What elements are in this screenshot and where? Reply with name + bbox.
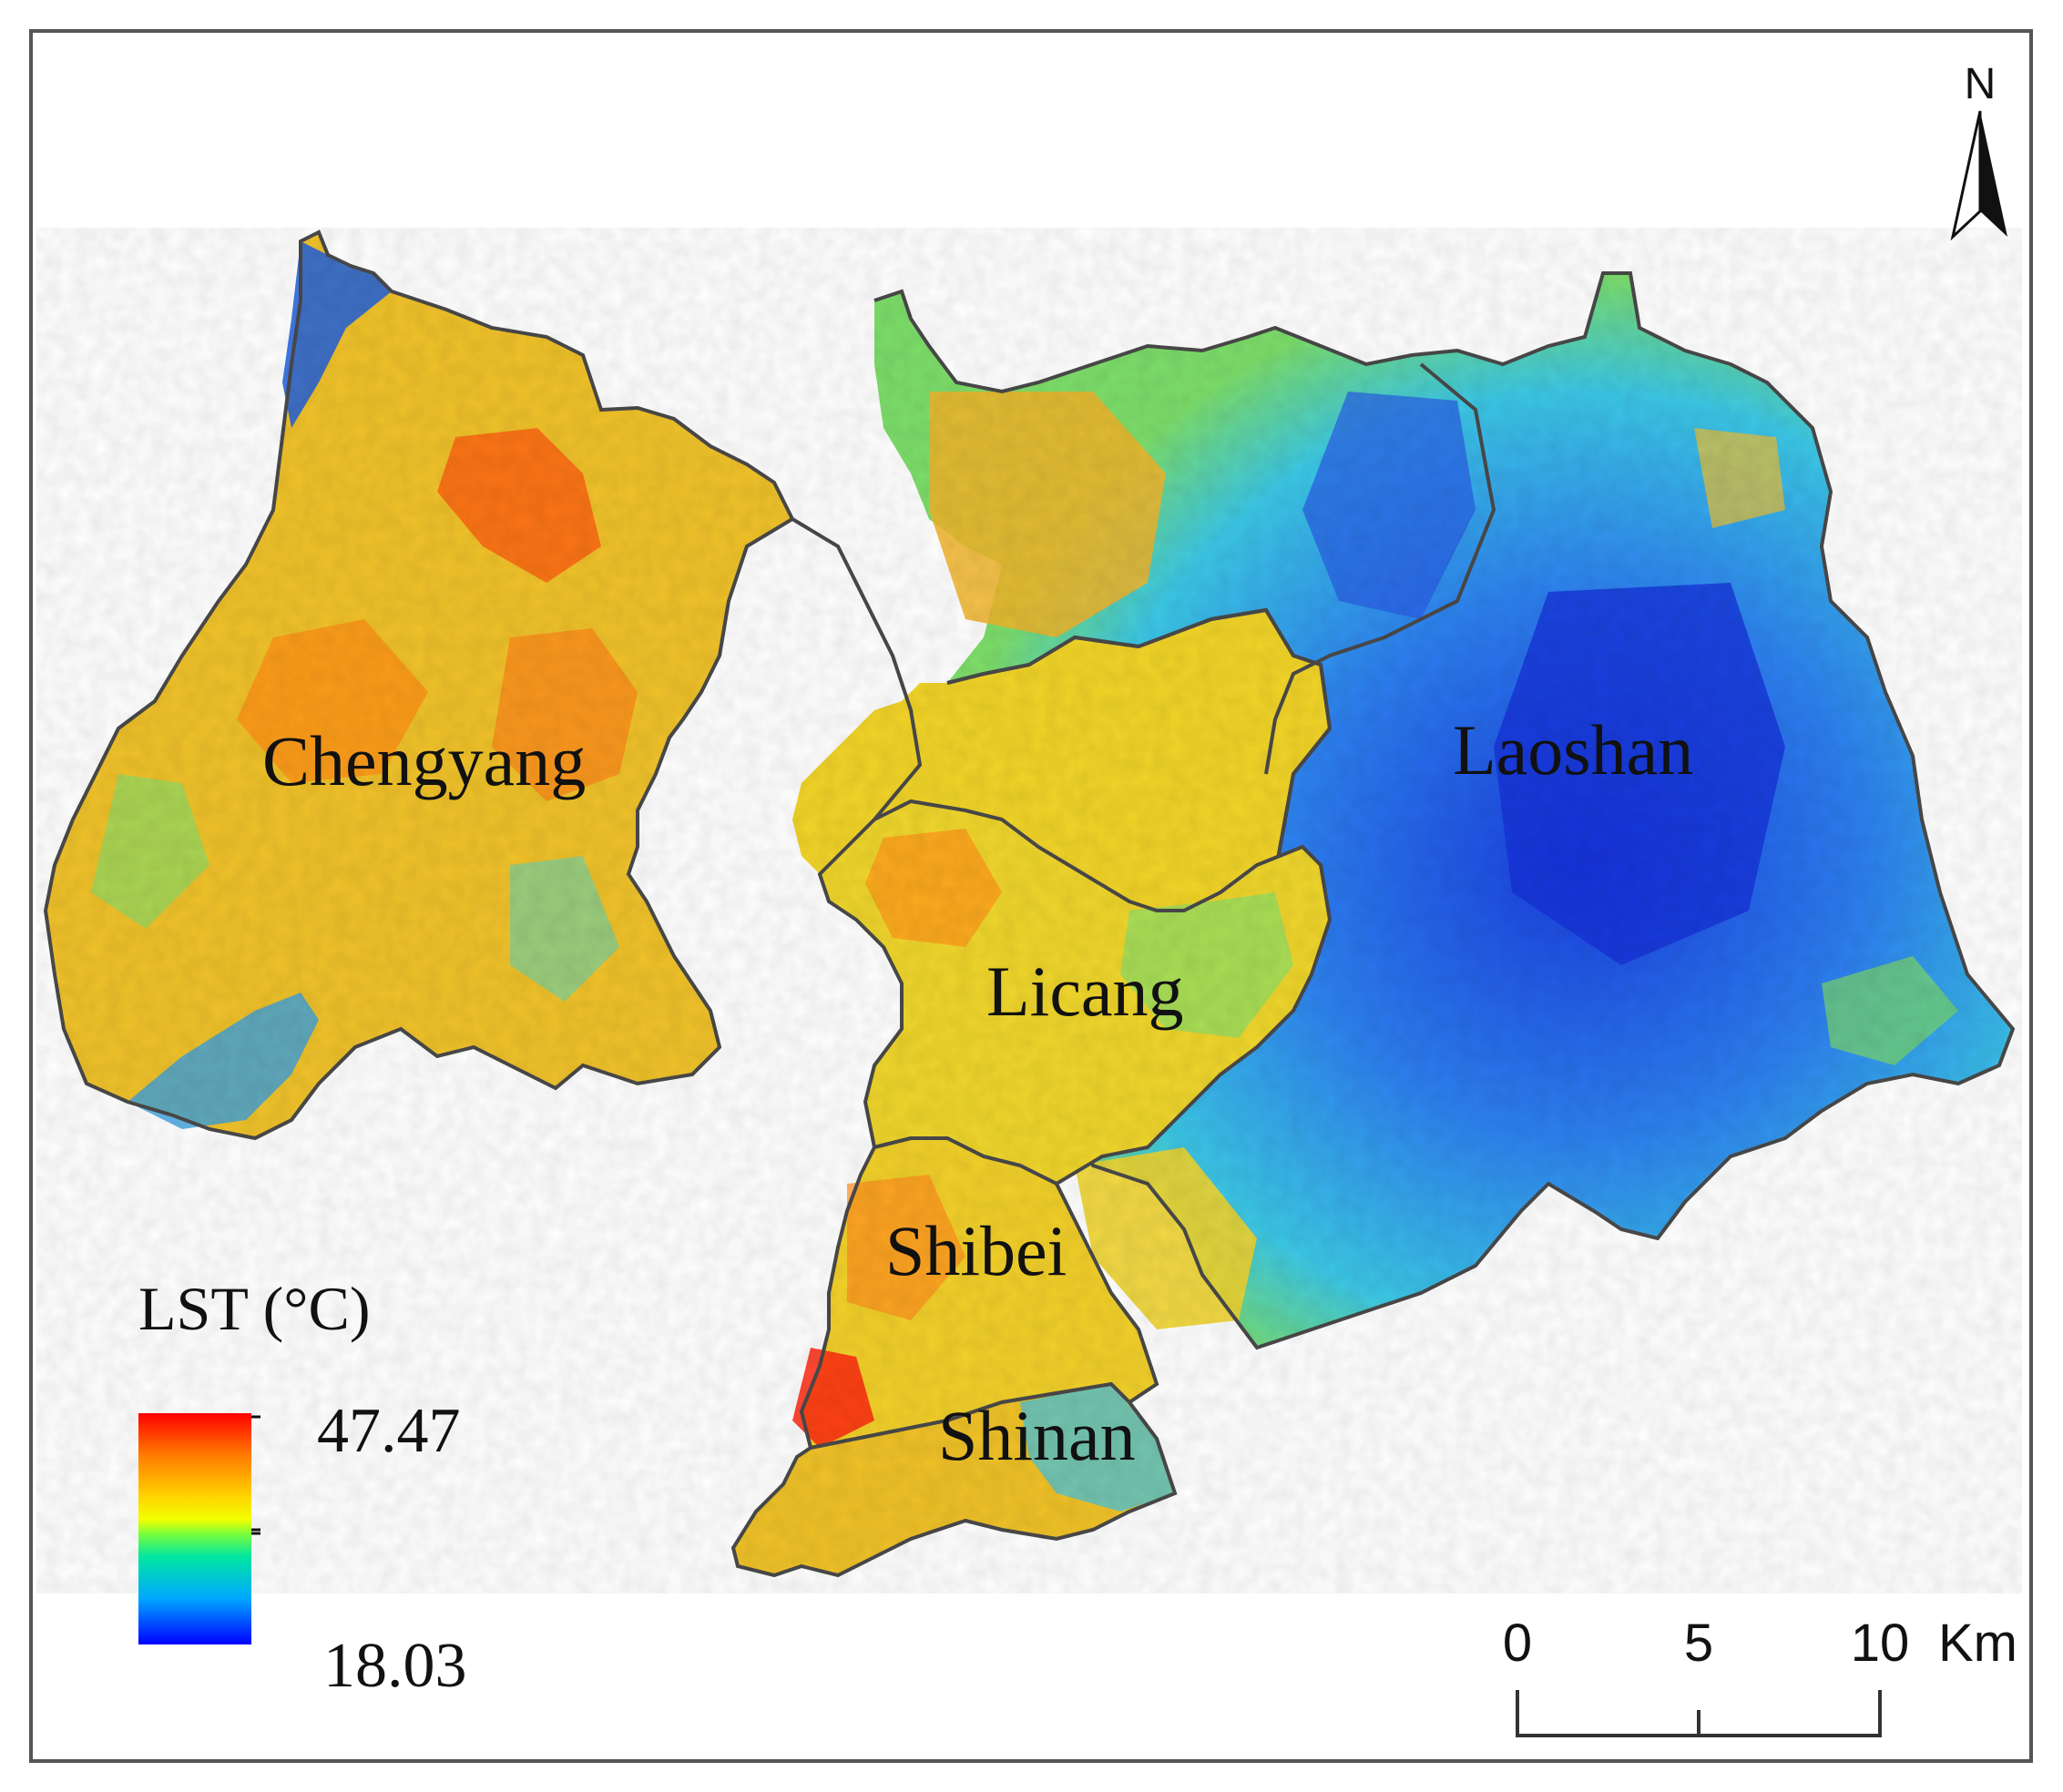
scale-tick-5: 5	[1684, 1614, 1713, 1673]
legend-max-label: 47.47	[317, 1396, 461, 1466]
scale-bar: 0 5 10 Km	[1503, 1614, 2017, 1737]
label-shinan: Shinan	[938, 1396, 1136, 1475]
label-laoshan: Laoshan	[1453, 710, 1693, 789]
north-arrow-outline-icon	[1950, 110, 1982, 241]
label-shibei: Shibei	[885, 1211, 1067, 1290]
label-chengyang: Chengyang	[262, 721, 586, 800]
north-arrow: N	[1950, 60, 2007, 241]
scale-unit: Km	[1938, 1614, 2017, 1673]
scale-tick-10: 10	[1851, 1614, 1910, 1673]
north-arrow-icon	[1980, 111, 2007, 237]
legend-title: LST (°C)	[138, 1274, 371, 1343]
legend-color-ramp	[138, 1413, 251, 1644]
scale-tick-0: 0	[1503, 1614, 1532, 1673]
legend-min-label: 18.03	[323, 1631, 467, 1701]
north-arrow-label: N	[1965, 60, 1997, 108]
legend: LST (°C) 47.47 18.03	[138, 1274, 467, 1701]
label-licang: Licang	[986, 952, 1184, 1031]
scale-bar-line	[1516, 1690, 1882, 1737]
